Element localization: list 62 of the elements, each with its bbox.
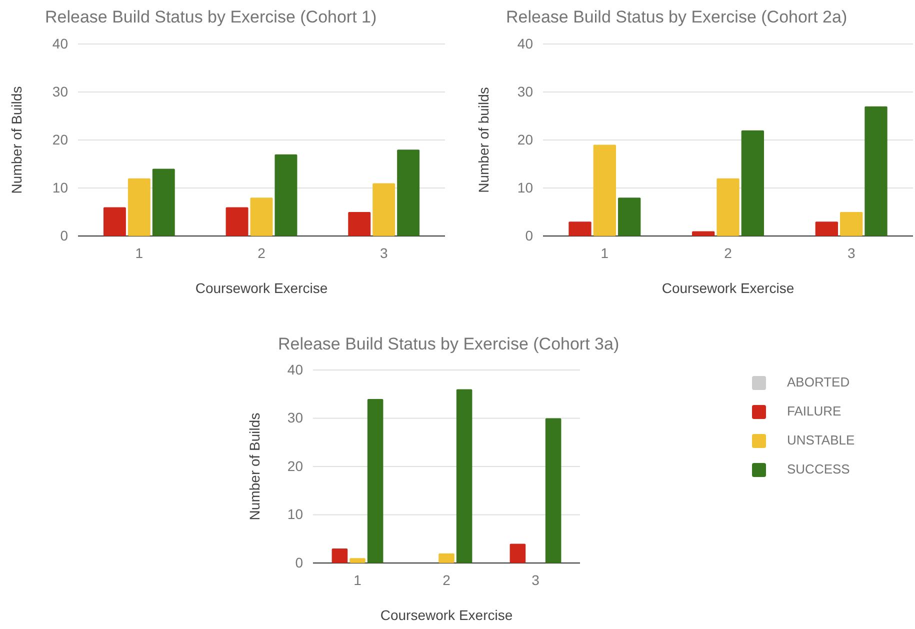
x-tick-label: 2 (258, 244, 266, 261)
y-tick-label: 10 (287, 506, 304, 522)
y-axis-title: Number of Builds (8, 86, 25, 194)
bar (545, 418, 562, 563)
bar (864, 106, 888, 236)
bar (226, 207, 248, 236)
bar (815, 222, 838, 236)
y-tick-label: 40 (287, 361, 304, 378)
y-tick-label: 40 (52, 35, 68, 52)
y-tick-label: 20 (517, 131, 534, 148)
bar (840, 212, 863, 236)
y-tick-label: 10 (52, 179, 68, 196)
y-axis-title: Number of Builds (246, 412, 263, 520)
bar (397, 150, 420, 236)
x-tick-label: 2 (724, 244, 732, 261)
bar (274, 154, 298, 236)
y-tick-label: 30 (52, 83, 68, 100)
y-tick-label: 0 (295, 554, 304, 570)
y-tick-label: 0 (525, 227, 534, 244)
bar (741, 130, 764, 236)
bar (332, 548, 348, 563)
x-axis-title: Coursework Exercise (380, 607, 513, 623)
legend-label: FAILURE (787, 403, 842, 418)
bar (367, 398, 384, 563)
x-tick-label: 1 (354, 572, 362, 588)
y-axis-title: Number of builds (476, 87, 492, 193)
y-tick-label: 40 (517, 35, 534, 52)
y-tick-label: 10 (517, 179, 534, 196)
x-tick-label: 3 (380, 244, 388, 261)
bar (128, 178, 150, 236)
x-axis-title: Coursework Exercise (662, 280, 794, 296)
bar (250, 198, 273, 236)
bar (692, 231, 715, 236)
chart-title: Release Build Status by Exercise (Cohort 1) (45, 7, 377, 26)
bar (348, 212, 371, 236)
x-axis-title: Coursework Exercise (195, 280, 328, 296)
legend-label: ABORTED (787, 374, 850, 390)
y-tick-label: 0 (60, 227, 68, 244)
y-tick-label: 20 (287, 458, 304, 474)
bar (103, 207, 126, 236)
y-tick-label: 20 (52, 131, 68, 148)
x-tick-label: 1 (135, 244, 144, 261)
bar (510, 544, 526, 563)
bar (456, 389, 472, 563)
x-tick-label: 1 (600, 244, 609, 261)
x-tick-label: 3 (532, 572, 540, 588)
bar (618, 198, 641, 236)
bar (716, 178, 740, 236)
bar (350, 558, 366, 563)
bar (593, 144, 616, 236)
bar (438, 553, 454, 563)
bar (372, 183, 396, 236)
y-tick-label: 30 (517, 83, 534, 100)
chart-title: Release Build Status by Exercise (Cohort 3a) (278, 334, 620, 354)
x-tick-label: 2 (442, 572, 451, 588)
legend-label: UNSTABLE (787, 432, 855, 448)
bar (568, 222, 592, 236)
legend-label: SUCCESS (787, 461, 850, 476)
chart-title: Release Build Status by Exercise (Cohort 2a) (506, 7, 848, 26)
bar (152, 168, 175, 236)
x-tick-label: 3 (847, 244, 856, 261)
y-tick-label: 30 (287, 410, 304, 426)
